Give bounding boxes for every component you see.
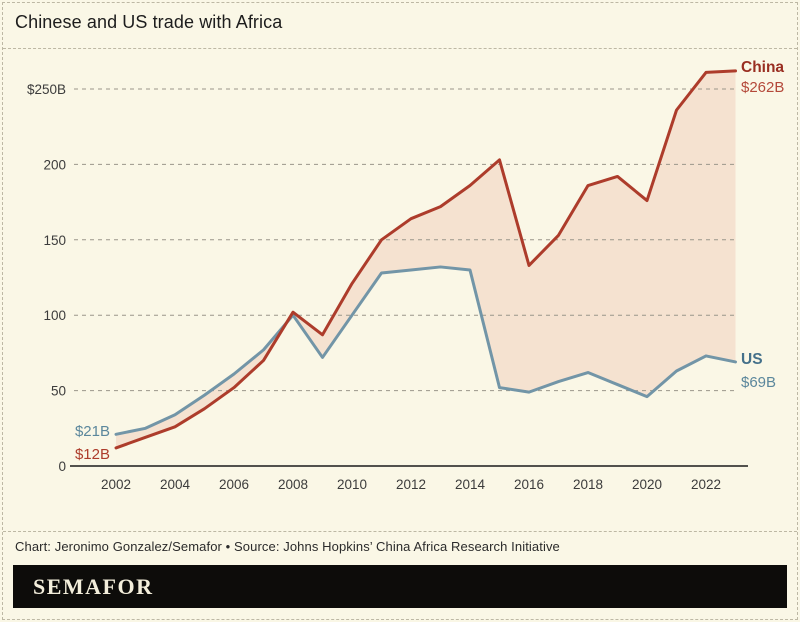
x-axis-tick-label: 2018 — [573, 477, 603, 492]
x-axis-tick-label: 2014 — [455, 477, 486, 492]
us-series-label: US — [741, 351, 763, 368]
y-axis-tick-label: 0 — [58, 459, 66, 474]
us-trade-line — [114, 265, 737, 436]
y-axis-tick-label: 50 — [51, 384, 66, 399]
china-end-value-label: $262B — [741, 79, 785, 96]
us-end-value-label: $69B — [741, 374, 777, 391]
y-axis-tick-label: 100 — [43, 308, 66, 323]
x-axis-tick-label: 2012 — [396, 477, 426, 492]
x-axis-tick-label: 2022 — [691, 477, 721, 492]
x-axis-tick-label: 2004 — [160, 477, 191, 492]
x-axis-tick-label: 2020 — [632, 477, 662, 492]
y-axis-tick-label: 150 — [43, 233, 66, 248]
y-axis-tick-label: $250B — [27, 82, 66, 97]
semafor-logo-bar: SEMAFOR — [13, 565, 787, 608]
x-axis-tick-label: 2010 — [337, 477, 367, 492]
chart-title: Chinese and US trade with Africa — [15, 12, 283, 32]
us-start-value-label: $21B — [74, 423, 110, 440]
semafor-logo: SEMAFOR — [33, 573, 154, 599]
china-series-label: China — [741, 59, 785, 76]
title-divider — [3, 48, 797, 49]
area-between-series — [116, 70, 736, 448]
x-axis-tick-label: 2006 — [219, 477, 249, 492]
china-trade-line — [114, 69, 737, 450]
x-axis-tick-label: 2002 — [101, 477, 131, 492]
x-axis-tick-label: 2008 — [278, 477, 308, 492]
y-axis-tick-label: 200 — [43, 157, 66, 172]
footer-divider — [3, 531, 797, 532]
china-start-value-label: $12B — [74, 446, 110, 463]
source-caption: Chart: Jeronimo Gonzalez/Semafor • Sourc… — [15, 539, 560, 554]
x-axis-tick-label: 2016 — [514, 477, 544, 492]
